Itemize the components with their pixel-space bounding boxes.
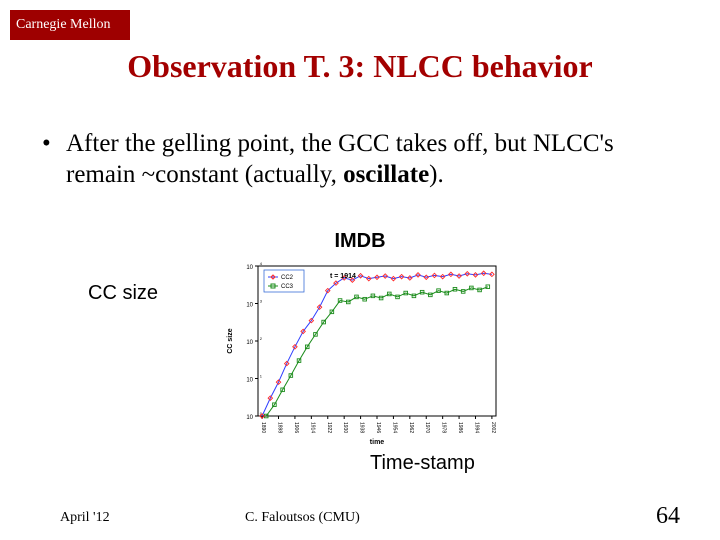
svg-text:1914: 1914 bbox=[309, 422, 315, 433]
svg-text:1946: 1946 bbox=[375, 422, 381, 433]
svg-text:2: 2 bbox=[260, 336, 263, 341]
bullet-dot: • bbox=[42, 128, 66, 191]
footer-author: C. Faloutsos (CMU) bbox=[245, 510, 360, 526]
svg-text:1954: 1954 bbox=[391, 422, 397, 433]
svg-text:1986: 1986 bbox=[457, 422, 463, 433]
svg-text:10: 10 bbox=[246, 378, 253, 384]
x-axis-label: Time-stamp bbox=[370, 452, 475, 475]
svg-text:CC2: CC2 bbox=[281, 275, 294, 281]
svg-text:CC size: CC size bbox=[227, 328, 234, 353]
slide-title: Observation T. 3: NLCC behavior bbox=[0, 48, 720, 85]
svg-text:1898: 1898 bbox=[277, 422, 283, 433]
svg-text:1930: 1930 bbox=[342, 422, 348, 433]
cmu-logo: Carnegie Mellon bbox=[10, 10, 130, 40]
svg-text:t = 1914: t = 1914 bbox=[330, 273, 356, 280]
svg-text:2002: 2002 bbox=[490, 422, 496, 433]
svg-text:1922: 1922 bbox=[326, 422, 332, 433]
bullet-suffix: ). bbox=[429, 161, 444, 188]
svg-text:1906: 1906 bbox=[293, 422, 299, 433]
svg-text:1938: 1938 bbox=[359, 422, 365, 433]
svg-text:1: 1 bbox=[260, 374, 263, 379]
svg-text:3: 3 bbox=[260, 299, 263, 304]
svg-text:10: 10 bbox=[246, 340, 253, 346]
svg-text:1962: 1962 bbox=[408, 422, 414, 433]
y-axis-label: CC size bbox=[88, 282, 158, 305]
svg-text:10: 10 bbox=[246, 415, 253, 421]
svg-text:4: 4 bbox=[260, 261, 263, 266]
bullet-bold: oscillate bbox=[343, 161, 429, 188]
bullet-content: After the gelling point, the GCC takes o… bbox=[66, 128, 682, 191]
svg-text:10: 10 bbox=[246, 265, 253, 271]
bullet-prefix: After the gelling point, the GCC takes o… bbox=[66, 130, 614, 188]
footer-date: April '12 bbox=[60, 510, 110, 526]
imdb-chart: 1001011021031041890189819061914192219301… bbox=[220, 256, 510, 446]
svg-text:1994: 1994 bbox=[473, 422, 479, 433]
svg-text:1890: 1890 bbox=[260, 422, 266, 433]
bullet-text: • After the gelling point, the GCC takes… bbox=[42, 128, 682, 191]
svg-text:10: 10 bbox=[246, 303, 253, 309]
svg-text:time: time bbox=[370, 439, 385, 446]
page-number: 64 bbox=[656, 503, 680, 530]
svg-text:CC3: CC3 bbox=[281, 284, 294, 290]
svg-text:1978: 1978 bbox=[441, 422, 447, 433]
svg-text:1970: 1970 bbox=[424, 422, 430, 433]
chart-title: IMDB bbox=[0, 230, 720, 253]
